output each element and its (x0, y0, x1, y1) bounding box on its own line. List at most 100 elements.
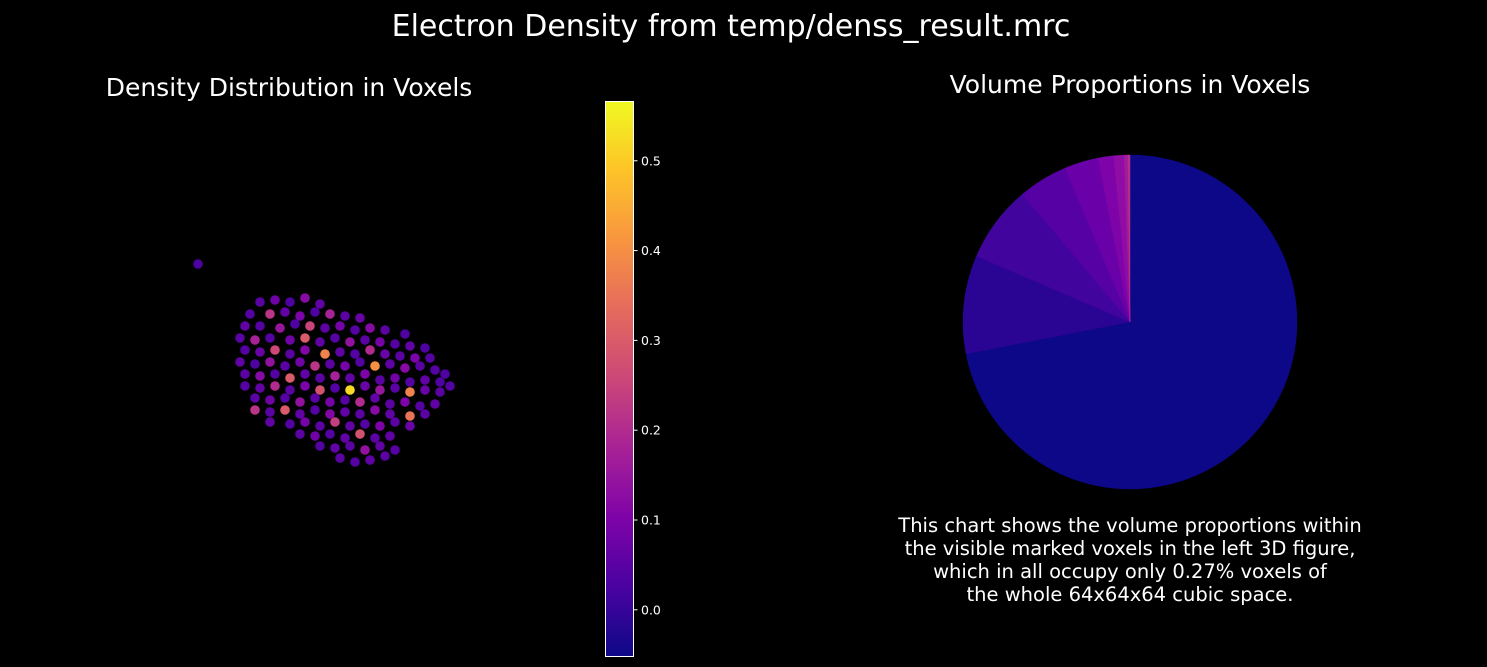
scatter-point (440, 369, 450, 379)
colorbar-tick-label: 0.5 (641, 153, 661, 168)
scatter-point (280, 307, 290, 317)
scatter-point (295, 311, 305, 321)
scatter-point (285, 373, 295, 383)
colorbar: 0.0 0.1 0.2 0.3 0.4 0.5 (605, 101, 661, 657)
scatter-point (255, 371, 265, 381)
scatter-point (270, 345, 280, 355)
colorbar-tick-label: 0.1 (641, 512, 661, 527)
scatter-point (320, 323, 330, 333)
scatter-point (330, 443, 340, 453)
scatter-point (255, 347, 265, 357)
scatter-point (300, 369, 310, 379)
scatter-point (300, 293, 310, 303)
pie-slice (965, 154, 1298, 490)
scatter-point (275, 323, 285, 333)
scatter-point (265, 309, 275, 319)
scatter-point (385, 409, 395, 419)
scatter-point (250, 335, 260, 345)
scatter-point (435, 377, 445, 387)
scatter-point (285, 385, 295, 395)
scatter-point (405, 411, 415, 421)
figure-title: Electron Density from temp/denss_result.… (392, 9, 1071, 44)
scatter-point (385, 359, 395, 369)
scatter-point (330, 371, 340, 381)
scatter-point (325, 409, 335, 419)
pie-chart (962, 154, 1298, 490)
scatter-point (445, 381, 455, 391)
scatter-point (315, 421, 325, 431)
scatter-point (315, 441, 325, 451)
scatter-point (315, 373, 325, 383)
scatter-point (430, 365, 440, 375)
scatter-point (375, 441, 385, 451)
scatter-point (320, 349, 330, 359)
scatter-point (360, 381, 370, 391)
scatter-point (400, 329, 410, 339)
scatter-point (400, 363, 410, 373)
colorbar-tick-label: 0.3 (641, 333, 661, 348)
scatter-point (285, 419, 295, 429)
scatter-point (360, 335, 370, 345)
scatter-title: Density Distribution in Voxels (106, 73, 473, 102)
scatter-point (310, 393, 320, 403)
colorbar-gradient (605, 101, 634, 657)
scatter-point (420, 409, 430, 419)
annotation-line-1: This chart shows the volume proportions … (897, 514, 1361, 537)
scatter-point (400, 397, 410, 407)
scatter-point (340, 433, 350, 443)
scatter-point (270, 369, 280, 379)
scatter-point (355, 313, 365, 323)
scatter-point (355, 397, 365, 407)
pie-annotation: This chart shows the volume proportions … (897, 514, 1361, 606)
scatter-point (345, 441, 355, 451)
scatter-point (355, 357, 365, 367)
scatter-point (360, 369, 370, 379)
scatter-point (390, 339, 400, 349)
scatter-point (365, 323, 375, 333)
scatter-point (250, 359, 260, 369)
scatter-point (280, 361, 290, 371)
scatter-point (193, 259, 203, 269)
scatter-point (340, 407, 350, 417)
scatter-point (330, 417, 340, 427)
scatter-point (280, 405, 290, 415)
scatter-point (280, 393, 290, 403)
scatter-point (420, 375, 430, 385)
scatter-point (420, 343, 430, 353)
scatter-point (360, 445, 370, 455)
colorbar-tick-label: 0.4 (641, 243, 661, 258)
scatter-point (370, 433, 380, 443)
scatter-point (365, 455, 375, 465)
scatter-point (325, 359, 335, 369)
colorbar-ticks: 0.0 0.1 0.2 0.3 0.4 0.5 (633, 153, 661, 617)
scatter-point (325, 429, 335, 439)
pie-slice (1127, 154, 1131, 323)
scatter-point (325, 397, 335, 407)
scatter-point (355, 409, 365, 419)
scatter-point (395, 351, 405, 361)
scatter-point (295, 357, 305, 367)
scatter-point (435, 387, 445, 397)
scatter-point (265, 333, 275, 343)
scatter-point (300, 381, 310, 391)
scatter-plot (193, 259, 455, 467)
scatter-point (265, 407, 275, 417)
scatter-point (380, 325, 390, 335)
scatter-point (375, 337, 385, 347)
annotation-line-3: which in all occupy only 0.27% voxels of (933, 560, 1328, 583)
scatter-point (420, 385, 430, 395)
scatter-point (340, 361, 350, 371)
pie-slice (962, 255, 1131, 355)
scatter-point (285, 349, 295, 359)
scatter-point (315, 299, 325, 309)
scatter-point (350, 325, 360, 335)
annotation-line-4: the whole 64x64x64 cubic space. (967, 583, 1294, 606)
scatter-point (300, 345, 310, 355)
scatter-point (380, 451, 390, 461)
scatter-point (305, 321, 315, 331)
scatter-point (255, 383, 265, 393)
scatter-point (325, 309, 335, 319)
scatter-point (270, 381, 280, 391)
scatter-point (300, 417, 310, 427)
